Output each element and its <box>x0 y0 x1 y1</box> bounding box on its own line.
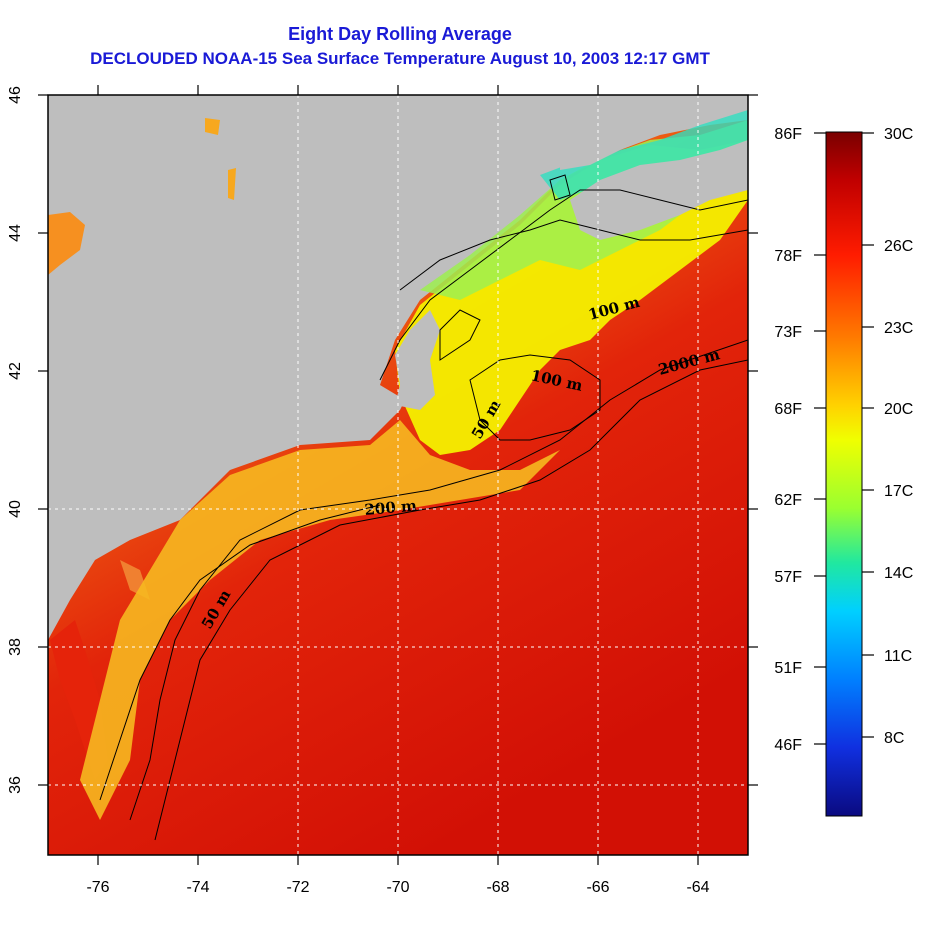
map-subtitle: DECLOUDED NOAA-15 Sea Surface Temperatur… <box>90 49 710 68</box>
x-tick-label: -66 <box>586 879 609 896</box>
cold-patch <box>540 110 748 200</box>
colorbar-f-label: 51F <box>774 660 802 677</box>
x-tick-label: -74 <box>186 879 209 896</box>
colorbar-f-label: 57F <box>774 569 802 586</box>
colorbar-f-label: 78F <box>774 248 802 265</box>
great-lakes-water <box>48 212 85 275</box>
colorbar-c-label: 23C <box>884 320 913 337</box>
isobath-contours <box>99 174 748 841</box>
colorbar-f-label: 73F <box>774 324 802 341</box>
y-tick-label: 40 <box>7 500 24 518</box>
inland-lake <box>205 118 220 135</box>
y-tick-label: 38 <box>7 638 24 656</box>
northeast-land <box>560 95 748 170</box>
x-axis-labels: -76 -74 -72 -70 -68 -66 -64 <box>86 879 709 896</box>
colorbar-f-label: 46F <box>774 737 802 754</box>
colorbar-c-label: 17C <box>884 483 913 500</box>
colorbar-f-label: 62F <box>774 492 802 509</box>
colorbar-c-label: 14C <box>884 565 913 582</box>
lat-lon-grid <box>48 95 748 855</box>
temperature-colorbar: 86F 78F 73F 68F 62F 57F 51F 46F 30C 26C … <box>774 126 913 817</box>
inland-lake <box>228 168 236 200</box>
colorbar-c-label: 26C <box>884 238 913 255</box>
new-england-coast <box>395 310 440 410</box>
x-tick-label: -76 <box>86 879 109 896</box>
x-tick-label: -72 <box>286 879 309 896</box>
colorbar-f-label: 86F <box>774 126 802 143</box>
colorbar-f-label: 68F <box>774 401 802 418</box>
x-tick-label: -64 <box>686 879 709 896</box>
nova-scotia-land <box>570 140 748 240</box>
colorbar-c-label: 30C <box>884 126 913 143</box>
x-tick-label: -70 <box>386 879 409 896</box>
axis-ticks <box>38 85 758 865</box>
shelf-water <box>80 420 560 820</box>
colorbar-c-label: 20C <box>884 401 913 418</box>
y-tick-label: 42 <box>7 362 24 380</box>
isobath-label-200: 200 m <box>364 496 418 519</box>
map-title: Eight Day Rolling Average <box>288 24 512 44</box>
colorbar-c-label: 8C <box>884 730 904 747</box>
y-axis-labels: 46 44 42 40 38 36 <box>7 86 24 794</box>
y-tick-label: 44 <box>7 224 24 242</box>
y-tick-label: 46 <box>7 86 24 104</box>
colorbar-c-label: 11C <box>884 648 912 665</box>
y-tick-label: 36 <box>7 776 24 794</box>
x-tick-label: -68 <box>486 879 509 896</box>
